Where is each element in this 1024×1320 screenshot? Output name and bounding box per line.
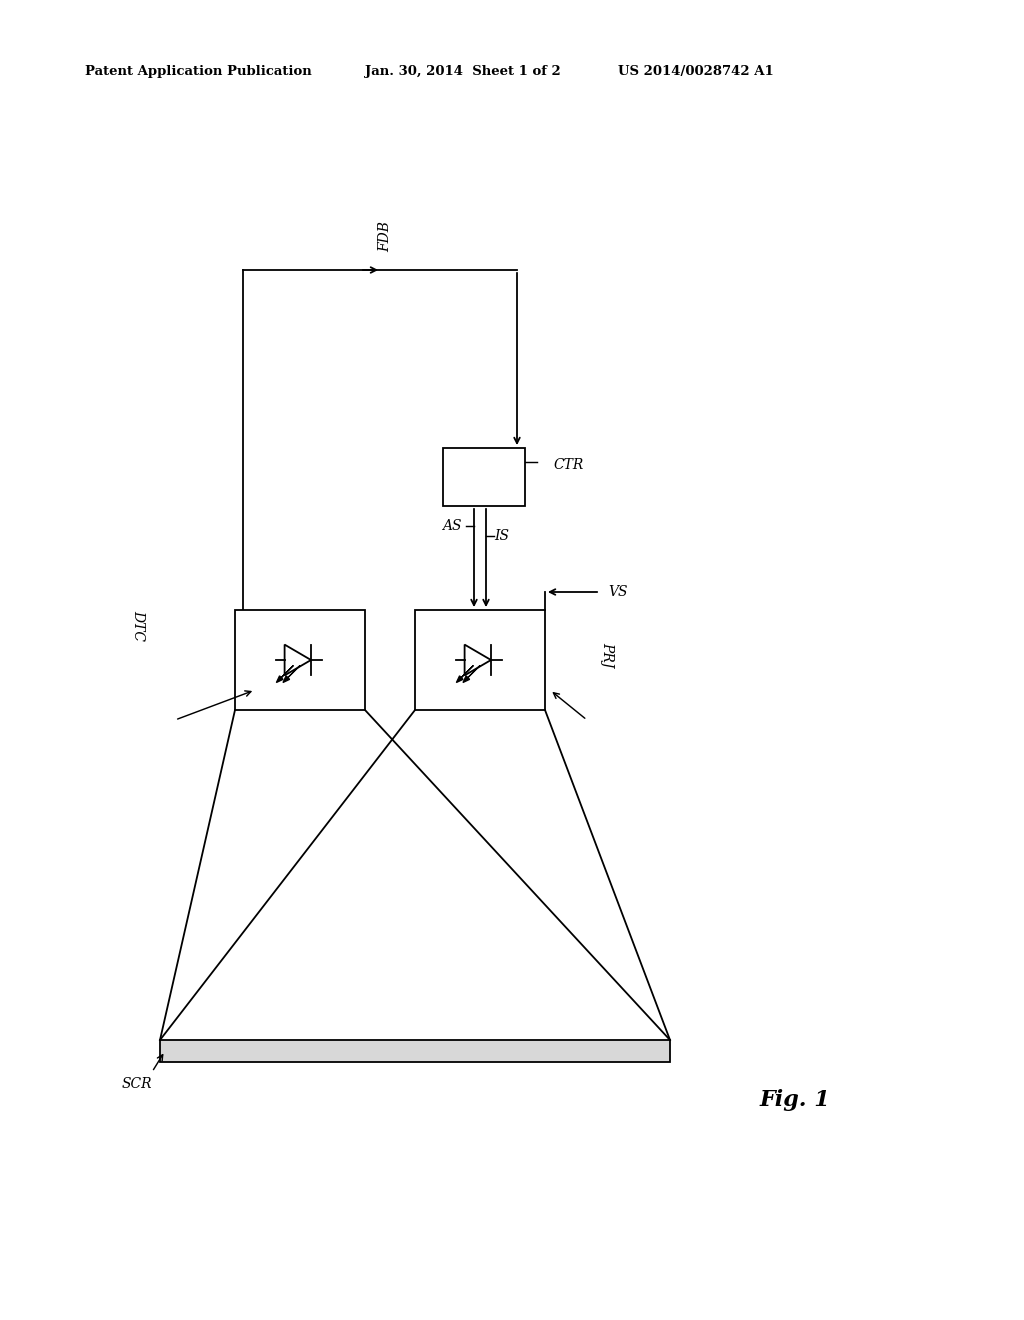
FancyArrow shape: [276, 665, 294, 682]
Bar: [415, 610, 545, 710]
Text: AS: AS: [442, 519, 462, 533]
Bar: [160, 1040, 670, 1063]
Text: Fig. 1: Fig. 1: [760, 1089, 830, 1111]
Text: Patent Application Publication: Patent Application Publication: [85, 66, 311, 78]
Text: DTC: DTC: [131, 610, 145, 640]
Text: CTR: CTR: [553, 458, 584, 473]
Text: IS: IS: [494, 529, 509, 543]
FancyArrow shape: [463, 665, 480, 682]
Text: US 2014/0028742 A1: US 2014/0028742 A1: [618, 66, 774, 78]
FancyArrow shape: [457, 665, 473, 682]
FancyArrow shape: [283, 665, 300, 682]
Text: Jan. 30, 2014  Sheet 1 of 2: Jan. 30, 2014 Sheet 1 of 2: [365, 66, 561, 78]
Text: PRJ: PRJ: [600, 643, 614, 668]
Bar: [443, 447, 525, 506]
Text: FDB: FDB: [378, 220, 392, 252]
Bar: [234, 610, 365, 710]
Text: VS: VS: [608, 585, 628, 599]
Text: SCR: SCR: [122, 1077, 152, 1092]
